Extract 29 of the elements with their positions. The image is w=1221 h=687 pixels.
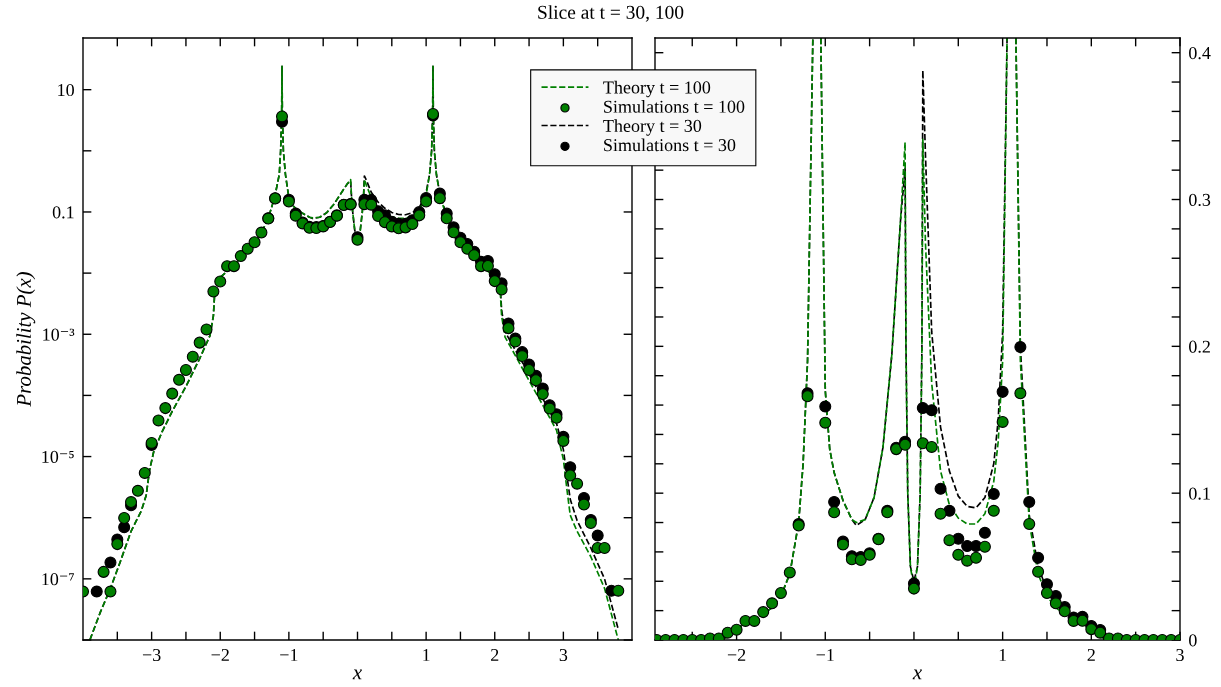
x-tick-label: 1 xyxy=(999,648,1007,661)
y-tick-label: 10 xyxy=(58,83,74,97)
legend-label: Simulations t = 100 xyxy=(604,100,745,113)
y-tick-label: 10⁻³ xyxy=(43,328,75,341)
legend-label: Theory t = 30 xyxy=(603,119,702,136)
x-tick-label: 1 xyxy=(423,648,430,661)
y-tick-label: 0.1 xyxy=(1189,487,1210,500)
y-axis-title: Probability P(x) xyxy=(16,272,36,407)
x-tick-label: −3 xyxy=(142,648,161,662)
x-axis-title: x xyxy=(352,669,362,680)
legend-label: Theory t = 100 xyxy=(603,80,711,98)
y-tick-label: 0.2 xyxy=(1189,340,1210,353)
y-tick-label: 0.3 xyxy=(1189,193,1211,207)
x-tick-label: 2 xyxy=(491,648,499,661)
x-tick-label: −2 xyxy=(727,648,746,661)
x-tick-label: 3 xyxy=(1176,648,1184,662)
chart-title: Slice at t = 30, 100 xyxy=(538,5,684,22)
x-tick-label: 2 xyxy=(1087,648,1095,661)
legend-label: Simulations t = 30 xyxy=(604,138,736,152)
y-tick-label: 0 xyxy=(1189,634,1197,647)
y-tick-label: 0.4 xyxy=(1189,46,1211,60)
y-tick-label: 10⁻⁷ xyxy=(42,573,74,586)
x-tick-label: −2 xyxy=(211,648,229,661)
y-tick-label: 10⁻⁵ xyxy=(42,450,74,463)
x-tick-label: −1 xyxy=(816,648,834,661)
x-tick-label: −1 xyxy=(280,648,298,661)
y-tick-label: 0.1 xyxy=(52,206,74,219)
x-axis-title: x xyxy=(912,669,922,680)
x-tick-label: 3 xyxy=(559,648,568,662)
